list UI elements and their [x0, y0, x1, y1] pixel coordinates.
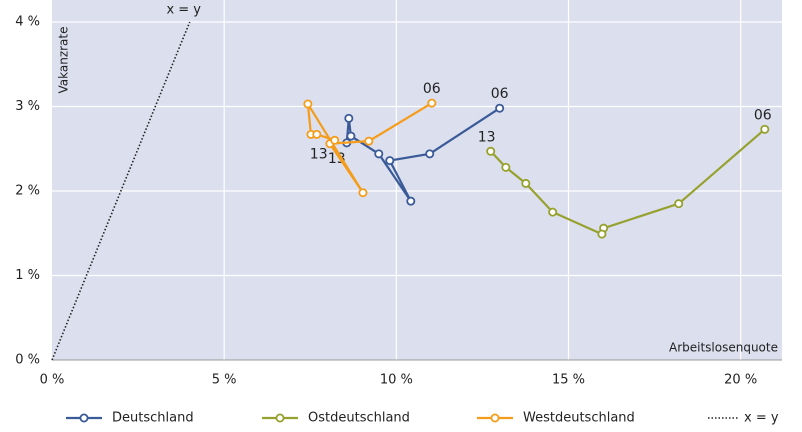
data-point: [406, 196, 416, 206]
data-point: [597, 229, 607, 239]
legend-marker: [79, 413, 89, 423]
data-point: [486, 146, 496, 156]
data-point: [385, 156, 395, 166]
data-point: [501, 162, 511, 172]
point-label: 06: [491, 86, 509, 102]
x-tick-label: 5 %: [212, 373, 237, 388]
y-tick-label: 2 %: [15, 184, 40, 199]
y-tick-label: 0 %: [15, 353, 40, 368]
legend-label: Ostdeutschland: [308, 411, 410, 426]
data-point: [548, 207, 558, 217]
data-point: [674, 199, 684, 209]
x-tick-label: 10 %: [380, 373, 413, 388]
point-label: 13: [478, 129, 496, 145]
x-tick-label: 15 %: [552, 373, 585, 388]
plot-background: [52, 0, 782, 360]
legend-label: Deutschland: [112, 411, 194, 426]
legend-label: Westdeutschland: [523, 411, 635, 426]
legend-marker: [490, 413, 500, 423]
data-point: [346, 131, 356, 141]
point-label: 13: [310, 146, 328, 162]
data-point: [330, 135, 340, 145]
point-label: 13: [328, 151, 346, 167]
data-point: [425, 149, 435, 159]
data-point: [427, 98, 437, 108]
reference-label: x = y: [166, 3, 201, 18]
data-point: [312, 129, 322, 139]
data-point: [364, 136, 374, 146]
y-tick-label: 1 %: [15, 268, 40, 283]
x-tick-label: 20 %: [724, 373, 757, 388]
data-point: [303, 99, 313, 109]
y-tick-label: 3 %: [15, 99, 40, 114]
legend-label: x = y: [744, 411, 779, 426]
legend-marker: [275, 413, 285, 423]
y-tick-label: 4 %: [15, 15, 40, 30]
y-axis-label: Vakanzrate: [57, 26, 71, 93]
data-point: [760, 124, 770, 134]
point-label: 06: [423, 81, 441, 97]
point-label: 06: [754, 107, 772, 123]
data-point: [521, 178, 531, 188]
x-axis-label: Arbeitslosenquote: [669, 341, 778, 355]
data-point: [358, 188, 368, 198]
data-point: [495, 103, 505, 113]
data-point: [374, 149, 384, 159]
data-point: [344, 113, 354, 123]
x-tick-label: 0 %: [40, 373, 65, 388]
reference-line: [51, 21, 191, 361]
